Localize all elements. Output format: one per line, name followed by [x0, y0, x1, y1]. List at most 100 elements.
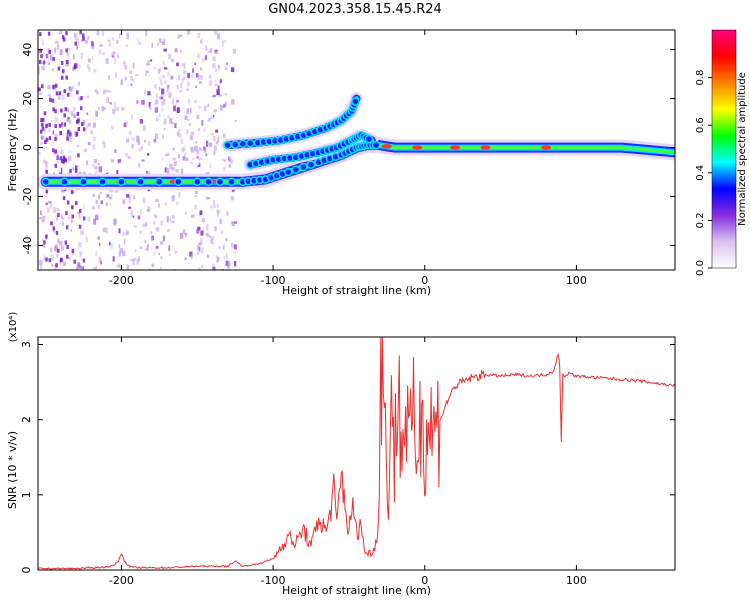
noise-speck [169, 118, 173, 124]
snr-ylabel: SNR (10 * v/v) [6, 431, 19, 509]
noise-speck [75, 119, 79, 124]
noise-speck [182, 156, 185, 161]
noise-speck [130, 83, 133, 87]
noise-speck [60, 167, 63, 174]
noise-speck [60, 159, 64, 164]
noise-speck [203, 146, 206, 151]
track-bead [306, 160, 316, 169]
noise-speck [169, 163, 173, 169]
noise-speck [181, 168, 184, 175]
noise-speck [48, 136, 52, 141]
noise-speck [59, 131, 62, 135]
noise-speck [59, 222, 62, 225]
noise-speck [170, 75, 174, 80]
noise-speck [87, 35, 90, 41]
noise-speck [184, 257, 187, 260]
noise-speck [54, 137, 57, 142]
spectrogram-xtick-label: 0 [421, 274, 428, 287]
noise-speck [209, 48, 213, 53]
noise-speck [164, 202, 167, 206]
colorbar-tick-label: 0.0 [695, 260, 706, 276]
noise-speck [132, 78, 135, 82]
noise-speck [130, 76, 133, 81]
noise-speck [41, 239, 45, 242]
noise-speck [87, 216, 91, 222]
noise-speck [62, 262, 66, 267]
noise-speck [58, 91, 62, 96]
noise-speck [207, 103, 209, 107]
noise-speck [93, 159, 97, 164]
noise-speck [60, 60, 64, 65]
noise-speck [198, 242, 202, 246]
track-bead [41, 177, 50, 187]
noise-speck [108, 187, 112, 193]
noise-speck [122, 250, 126, 257]
noise-speck [45, 170, 48, 175]
noise-speck [88, 122, 91, 127]
noise-speck [213, 150, 216, 155]
noise-speck [194, 100, 197, 103]
noise-speck [212, 135, 216, 141]
noise-speck [186, 81, 190, 87]
noise-speck [147, 141, 151, 146]
noise-speck [56, 155, 59, 160]
noise-speck [163, 67, 168, 70]
noise-speck [205, 45, 208, 51]
noise-speck [126, 264, 130, 270]
noise-speck [48, 122, 51, 127]
noise-speck [77, 262, 81, 269]
snr-ytick-label: 0 [20, 567, 33, 574]
noise-speck [166, 216, 169, 221]
noise-speck [197, 32, 200, 38]
snr-xtick-label: -200 [109, 574, 134, 587]
noise-speck [41, 126, 45, 131]
noise-speck [168, 245, 171, 251]
noise-speck [75, 165, 78, 170]
track-bead [364, 134, 374, 144]
noise-speck [111, 189, 114, 193]
noise-speck [224, 93, 227, 96]
noise-speck [67, 116, 71, 120]
noise-speck [94, 170, 98, 176]
noise-speck [80, 230, 84, 235]
noise-speck [208, 117, 211, 122]
noise-speck [61, 75, 64, 80]
noise-speck [166, 167, 170, 174]
noise-speck [120, 79, 123, 85]
noise-speck [97, 204, 100, 209]
noise-speck [145, 30, 148, 36]
noise-speck [148, 171, 151, 174]
noise-speck [217, 211, 219, 217]
noise-speck [220, 230, 224, 234]
noise-speck [64, 240, 68, 245]
noise-speck [91, 206, 95, 210]
noise-speck [154, 84, 157, 89]
noise-speck [149, 106, 152, 110]
noise-speck [111, 125, 114, 130]
noise-speck [55, 263, 58, 268]
track-bead [227, 177, 236, 187]
spectrogram-xlabel: Height of straight line (km) [282, 284, 431, 297]
noise-speck [155, 199, 159, 202]
noise-speck [45, 257, 48, 262]
noise-speck [126, 194, 130, 198]
noise-speck [160, 220, 164, 226]
noise-speck [145, 248, 149, 251]
noise-speck [105, 98, 108, 104]
noise-speck [169, 216, 172, 222]
noise-speck [45, 237, 47, 240]
noise-speck [58, 96, 61, 100]
noise-speck [160, 79, 163, 86]
noise-speck [197, 226, 200, 231]
noise-speck [63, 113, 66, 118]
noise-speck [115, 72, 118, 79]
noise-speck [110, 159, 114, 163]
noise-speck [40, 54, 43, 59]
track-bead [193, 177, 202, 187]
spectrogram-xtick-label: 100 [566, 274, 587, 287]
noise-speck [131, 143, 134, 149]
noise-speck [171, 220, 175, 223]
noise-speck [196, 73, 199, 78]
noise-speck [113, 58, 116, 64]
noise-speck [54, 124, 57, 128]
